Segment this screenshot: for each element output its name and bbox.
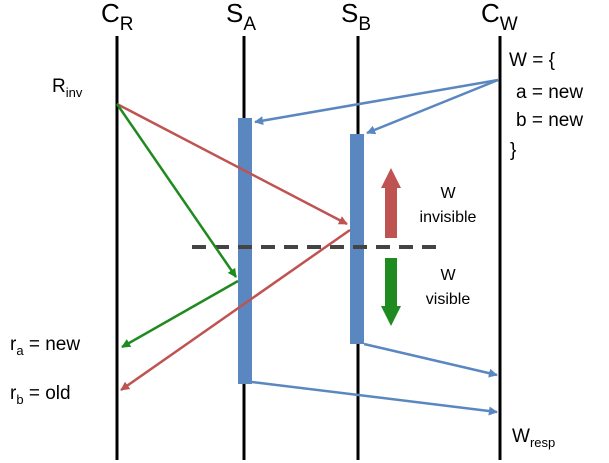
read-result-a: ra = new [10,334,80,358]
visible-arrow-shaft [385,258,397,308]
write-set-b: b = new [516,110,583,131]
actor-cw-label: CW [481,0,518,35]
invisible-up-arrow-icon [381,168,401,188]
activation-bar-sb [350,134,364,344]
visible-label-line1: W [440,267,456,284]
actor-cr-label: CR [101,0,134,35]
write-set-close: } [510,140,516,161]
read-response-from-sa [121,279,239,349]
read-request-to-sb [116,102,348,226]
read-request-to-sa [115,103,238,278]
invisible-arrow-shaft [385,186,397,238]
read-response-from-sb [120,228,351,392]
read-invoke-label: Rinv [52,76,83,100]
invisible-label-line1: W [440,185,456,202]
write-ack-from-sb [363,342,498,378]
write-ack-from-sa [251,380,498,416]
actor-sb-label: SB [341,0,371,35]
write-set-open: W = { [509,50,556,71]
actor-sa-label: SA [226,0,256,35]
visible-label-line2: visible [426,291,471,308]
write-response-label: Wresp [512,426,555,450]
read-result-b: rb = old [10,383,71,407]
write-arrow-to-sb [366,78,499,135]
invisible-label-line2: invisible [420,209,477,226]
write-arrow-to-sa [254,78,499,126]
write-set-a: a = new [516,82,583,103]
activation-bar-sa [238,118,252,384]
visible-down-arrow-icon [381,306,401,326]
